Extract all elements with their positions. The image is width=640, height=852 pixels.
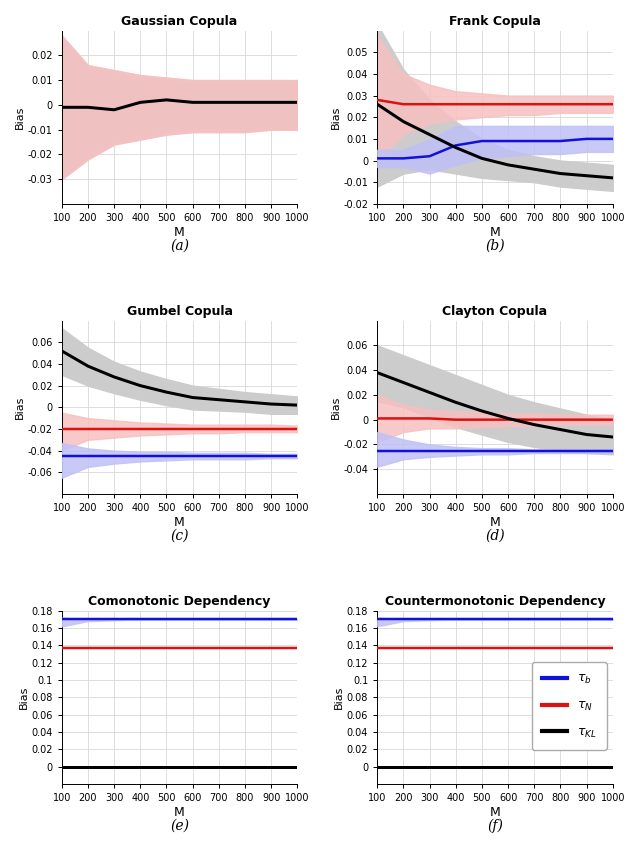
- Title: Comonotonic Dependency: Comonotonic Dependency: [88, 596, 271, 608]
- X-axis label: M: M: [490, 806, 500, 819]
- X-axis label: M: M: [490, 226, 500, 239]
- Title: Gumbel Copula: Gumbel Copula: [127, 305, 232, 318]
- Y-axis label: Bias: Bias: [334, 686, 344, 709]
- Title: Gaussian Copula: Gaussian Copula: [122, 15, 237, 28]
- Y-axis label: Bias: Bias: [15, 106, 25, 129]
- X-axis label: M: M: [174, 806, 185, 819]
- Text: (d): (d): [485, 528, 505, 543]
- Title: Countermonotonic Dependency: Countermonotonic Dependency: [385, 596, 605, 608]
- Y-axis label: Bias: Bias: [330, 395, 340, 419]
- Text: (e): (e): [170, 819, 189, 832]
- Y-axis label: Bias: Bias: [15, 395, 25, 419]
- Text: (f): (f): [487, 819, 503, 833]
- X-axis label: M: M: [174, 226, 185, 239]
- Title: Frank Copula: Frank Copula: [449, 15, 541, 28]
- Y-axis label: Bias: Bias: [19, 686, 29, 709]
- Legend: $\tau_b$, $\tau_N$, $\tau_{KL}$: $\tau_b$, $\tau_N$, $\tau_{KL}$: [532, 662, 607, 750]
- X-axis label: M: M: [490, 515, 500, 529]
- Text: (b): (b): [485, 239, 505, 252]
- Text: (a): (a): [170, 239, 189, 252]
- Text: (c): (c): [170, 528, 189, 543]
- X-axis label: M: M: [174, 515, 185, 529]
- Y-axis label: Bias: Bias: [330, 106, 340, 129]
- Title: Clayton Copula: Clayton Copula: [442, 305, 548, 318]
